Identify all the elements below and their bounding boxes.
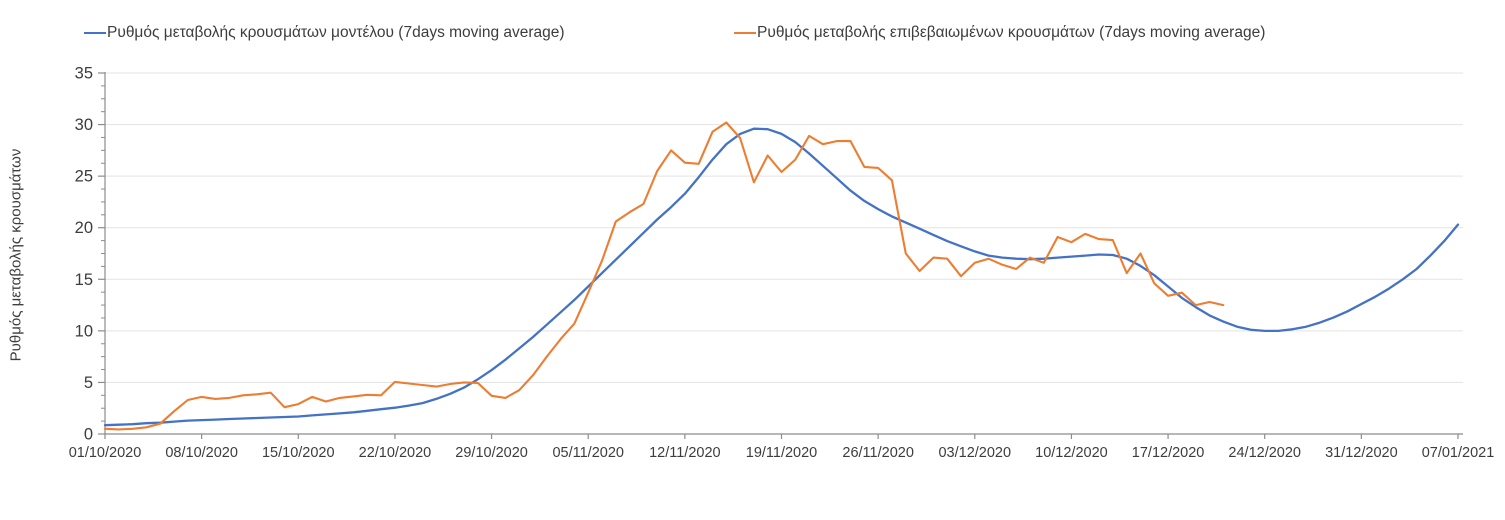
legend-label: Ρυθμός μεταβολής επιβεβαιωμένων κρουσμάτ… — [757, 24, 1266, 41]
svg-text:19/11/2020: 19/11/2020 — [746, 445, 818, 461]
svg-text:25: 25 — [75, 168, 93, 186]
svg-text:29/10/2020: 29/10/2020 — [455, 445, 528, 461]
svg-text:15: 15 — [75, 271, 93, 289]
svg-text:05/11/2020: 05/11/2020 — [552, 445, 624, 461]
svg-text:35: 35 — [75, 65, 93, 83]
svg-text:31/12/2020: 31/12/2020 — [1325, 445, 1398, 461]
svg-text:0: 0 — [84, 426, 93, 444]
svg-text:30: 30 — [75, 116, 93, 134]
svg-text:07/01/2021: 07/01/2021 — [1422, 445, 1495, 461]
legend-item-confirmed: Ρυθμός μεταβολής επιβεβαιωμένων κρουσμάτ… — [734, 24, 1265, 42]
svg-text:5: 5 — [84, 374, 93, 392]
svg-text:10: 10 — [75, 322, 93, 340]
legend-label: Ρυθμός μεταβολής κρουσμάτων μοντέλου (7d… — [107, 24, 565, 41]
svg-text:17/12/2020: 17/12/2020 — [1132, 445, 1205, 461]
svg-text:12/11/2020: 12/11/2020 — [649, 445, 721, 461]
svg-text:26/11/2020: 26/11/2020 — [842, 445, 914, 461]
series-line-0 — [103, 127, 1460, 427]
svg-text:03/12/2020: 03/12/2020 — [938, 445, 1011, 461]
svg-text:01/10/2020: 01/10/2020 — [69, 445, 142, 461]
svg-text:08/10/2020: 08/10/2020 — [165, 445, 238, 461]
chart-legend: Ρυθμός μεταβολής κρουσμάτων μοντέλου (7d… — [0, 24, 1505, 44]
svg-text:24/12/2020: 24/12/2020 — [1228, 445, 1301, 461]
legend-item-model: Ρυθμός μεταβολής κρουσμάτων μοντέλου (7d… — [84, 24, 565, 42]
svg-text:15/10/2020: 15/10/2020 — [262, 445, 335, 461]
svg-text:20: 20 — [75, 219, 93, 237]
legend-line-marker-blue — [84, 31, 106, 35]
legend-line-marker-orange — [734, 31, 756, 35]
series-line-1 — [103, 121, 1225, 431]
svg-text:22/10/2020: 22/10/2020 — [359, 445, 432, 461]
svg-text:10/12/2020: 10/12/2020 — [1035, 445, 1108, 461]
